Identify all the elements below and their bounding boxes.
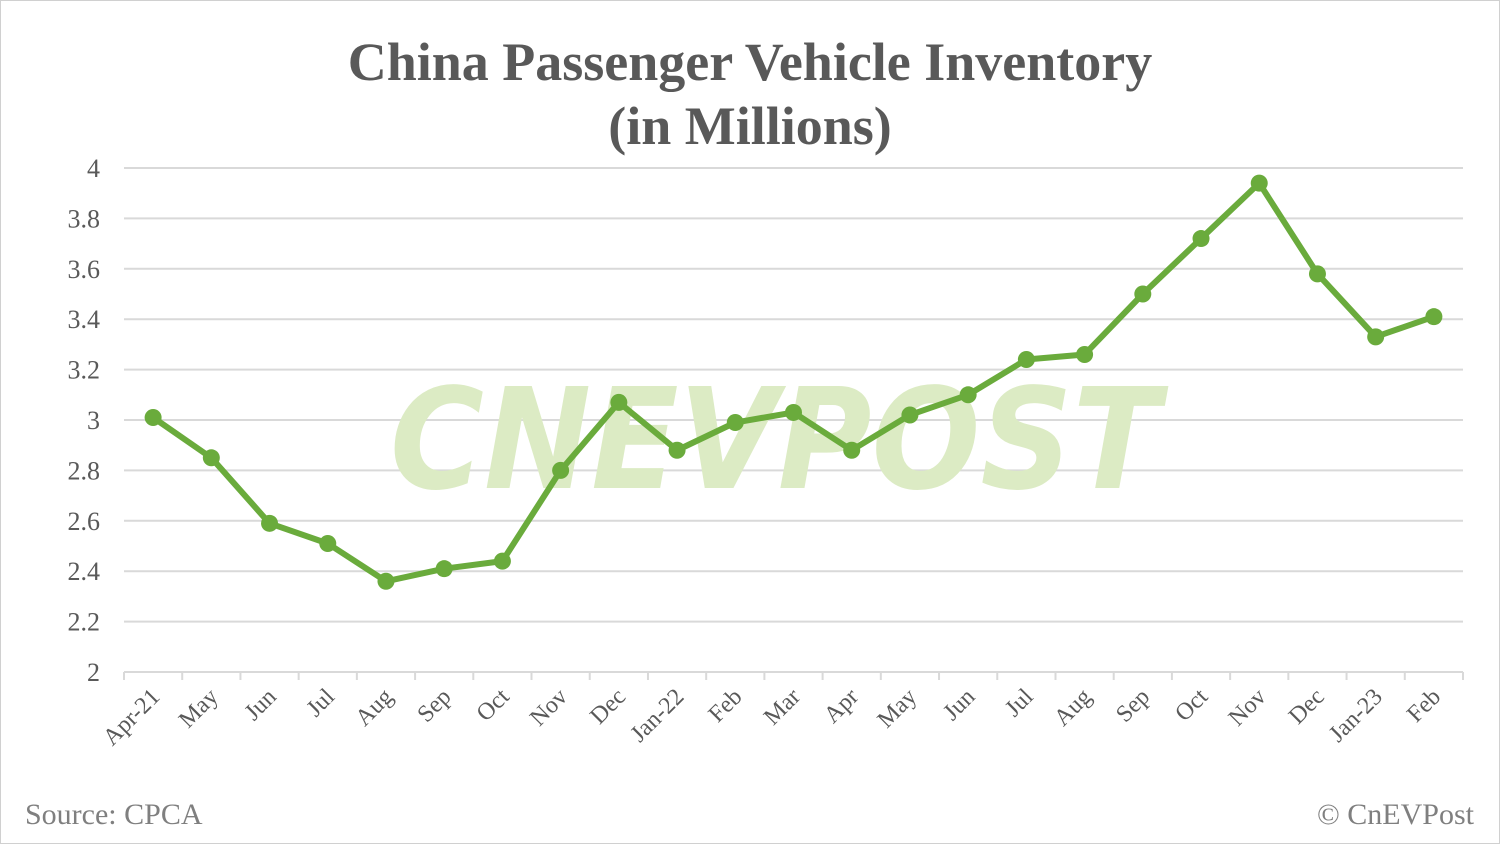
x-tick-label: Jan-23: [1324, 684, 1388, 748]
y-tick-label: 3: [87, 406, 100, 435]
y-tick-label: 2.2: [68, 608, 101, 637]
y-tick-label: 4: [87, 154, 100, 183]
data-point-marker: [552, 461, 570, 479]
x-tick-label: Oct: [1170, 684, 1213, 727]
x-tick-label: Aug: [351, 684, 399, 732]
data-point-marker: [1250, 174, 1268, 192]
y-tick-label: 2: [87, 658, 100, 687]
x-tick-label: Jul: [302, 684, 340, 722]
data-point-marker: [1308, 265, 1326, 283]
data-point-marker: [435, 560, 453, 578]
x-tick-label: Nov: [1224, 684, 1272, 732]
x-tick-label: Sep: [1111, 684, 1155, 728]
y-tick-label: 2.6: [68, 507, 101, 536]
y-tick-label: 3.8: [68, 204, 101, 233]
data-point-marker: [1134, 285, 1152, 303]
x-tick-label: Feb: [1402, 684, 1446, 728]
y-tick-label: 2.4: [68, 557, 101, 586]
data-point-marker: [319, 534, 337, 552]
y-tick-label: 2.8: [68, 456, 101, 485]
x-tick-label: Dec: [1284, 684, 1330, 730]
x-tick-label: Jan-22: [626, 684, 690, 748]
x-tick-label: Oct: [472, 684, 515, 727]
data-point-marker: [377, 572, 395, 590]
data-point-marker: [202, 449, 220, 467]
y-tick-label: 3.4: [68, 305, 101, 334]
x-tick-label: Apr: [819, 684, 864, 729]
data-point-marker: [261, 514, 279, 532]
x-tick-label: Apr-21: [98, 684, 165, 751]
data-point-marker: [668, 441, 686, 459]
watermark-logo: CNEVPOST: [390, 359, 1169, 522]
data-point-marker: [785, 403, 802, 421]
data-point-marker: [1017, 351, 1035, 369]
x-tick-label: Mar: [759, 684, 806, 731]
x-tick-label: May: [174, 684, 223, 733]
data-point-marker: [843, 441, 861, 459]
x-tick-label: May: [873, 684, 922, 733]
y-tick-label: 3.6: [68, 255, 101, 284]
x-tick-label: Feb: [704, 684, 748, 728]
data-point-marker: [1425, 308, 1443, 326]
data-point-marker: [901, 406, 919, 424]
data-point-marker: [1367, 328, 1385, 346]
x-tick-label: Jul: [1000, 684, 1038, 722]
x-tick-label: Dec: [585, 684, 631, 730]
data-point-marker: [1076, 345, 1094, 363]
y-tick-label: 3.2: [68, 356, 101, 385]
data-point-marker: [1192, 230, 1210, 248]
source-label: Source: CPCA: [25, 798, 203, 831]
chart-title: China Passenger Vehicle Inventory (in Mi…: [0, 30, 1500, 158]
data-point-marker: [610, 393, 628, 411]
x-tick-label: Nov: [525, 684, 573, 732]
data-point-marker: [959, 386, 977, 404]
title-line-1: China Passenger Vehicle Inventory: [347, 32, 1153, 92]
copyright-label: © CnEVPost: [1317, 798, 1474, 831]
title-line-2: (in Millions): [608, 96, 892, 156]
data-point-marker: [144, 408, 162, 426]
data-point-marker: [726, 414, 744, 432]
x-tick-label: Sep: [413, 684, 457, 728]
x-tick-label: Jun: [240, 684, 282, 726]
x-tick-label: Jun: [938, 684, 980, 726]
x-tick-label: Aug: [1049, 684, 1097, 732]
data-point-marker: [493, 552, 511, 570]
